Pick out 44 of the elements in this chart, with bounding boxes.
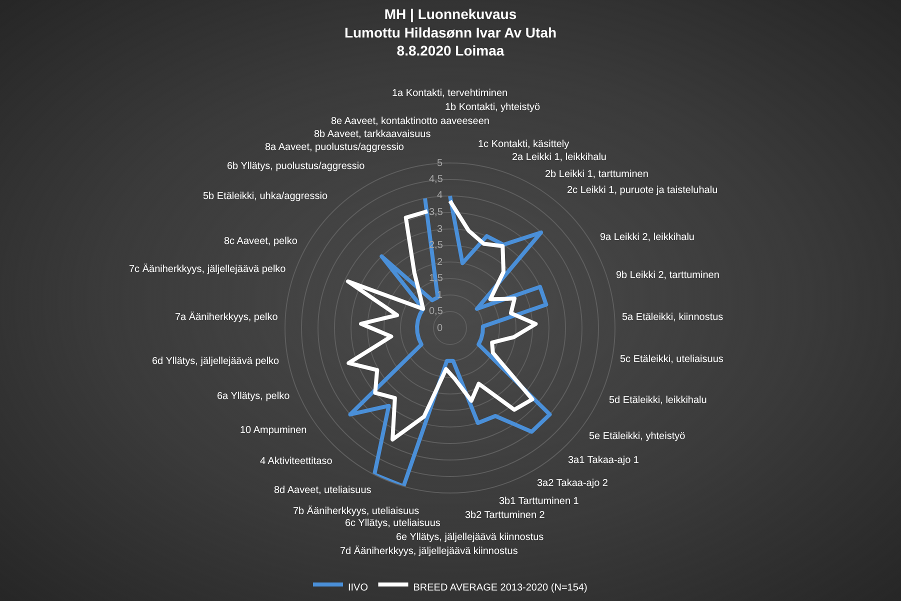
spoke-label: 5b Etäleikki, uhka/aggressio <box>203 191 328 202</box>
spoke-label: 7b Ääniherkkyys, uteliaisuus <box>293 505 420 517</box>
y-tick-label: 0,5 <box>429 306 444 317</box>
spoke-label: 5a Etäleikki, kiinnostus <box>622 312 724 323</box>
spoke-label: 8d Aaveet, uteliaisuus <box>274 485 372 496</box>
spoke-label: 6a Yllätys, pelko <box>217 391 290 402</box>
spoke-label: 6e Yllätys, jäljellejäävä kiinnostus <box>396 532 544 543</box>
y-tick-label: 4,5 <box>429 174 444 185</box>
spoke-label: 2b Leikki 1, tarttuminen <box>545 169 648 180</box>
y-tick-label: 2 <box>437 257 443 268</box>
spoke-label: 2a Leikki 1, leikkihalu <box>512 152 606 163</box>
spoke-label: 5e Etäleikki, yhteistyö <box>589 431 686 442</box>
y-tick-label: 4 <box>437 190 443 201</box>
y-tick-label: 0 <box>437 323 443 334</box>
legend-label: IIVO <box>348 582 368 594</box>
spoke-label: 10 Ampuminen <box>240 425 307 436</box>
spoke-label: 2c Leikki 1, puruote ja taisteluhalu <box>567 185 718 196</box>
y-tick-label: 5 <box>437 158 443 169</box>
y-tick-label: 3 <box>437 224 443 235</box>
spoke-label: 8c Aaveet, pelko <box>224 236 298 247</box>
spoke-label: 1c Kontakti, käsittely <box>478 139 570 150</box>
spoke-label: 8b Aaveet, tarkkaavaisuus <box>314 129 431 140</box>
spoke-label: 9b Leikki 2, tarttuminen <box>616 270 720 281</box>
chart-title: MH | Luonnekuvaus Lumottu Hildasønn Ivar Av Utah 8.8.2020 Loimaa <box>344 6 557 59</box>
y-tick-label: 3,5 <box>429 207 444 218</box>
spoke-label: 8e Aaveet, kontaktinotto aaveeseen <box>331 116 490 127</box>
spoke-label: 5d Etäleikki, leikkihalu <box>609 395 707 406</box>
spoke-label: 9a Leikki 2, leikkihalu <box>600 232 694 243</box>
spoke-label: 3a2 Takaa-ajo 2 <box>537 478 608 489</box>
spoke-label: 5c Etäleikki, uteliaisuus <box>620 354 724 365</box>
spoke-label: 1a Kontakti, tervehtiminen <box>392 88 508 99</box>
spoke-label: 4 Aktiviteettitaso <box>260 456 333 467</box>
spoke-label: 6c Yllätys, uteliaisuus <box>345 518 440 529</box>
spoke-label: 3a1 Takaa-ajo 1 <box>568 455 640 466</box>
spoke-label: 7a Ääniherkkyys, pelko <box>175 311 278 323</box>
spoke-label: 7c Ääniherkkyys, jäljellejäävä pelko <box>129 263 286 275</box>
legend-label: BREED AVERAGE 2013-2020 (N=154) <box>413 582 588 594</box>
spoke-label: 3b1 Tarttuminen 1 <box>499 496 580 507</box>
spoke-label: 8a Aaveet, puolustus/aggressio <box>265 142 404 153</box>
spoke-label: 1b Kontakti, yhteistyö <box>445 102 540 113</box>
spoke-label: 6b Yllätys, puolustus/aggressio <box>227 161 366 172</box>
spoke-label: 3b2 Tarttuminen 2 <box>465 510 546 521</box>
spoke-label: 7d Ääniherkkyys, jäljellejäävä kiinnostus <box>340 545 518 557</box>
spoke-label: 6d Yllätys, jäljellejäävä pelko <box>152 356 280 367</box>
